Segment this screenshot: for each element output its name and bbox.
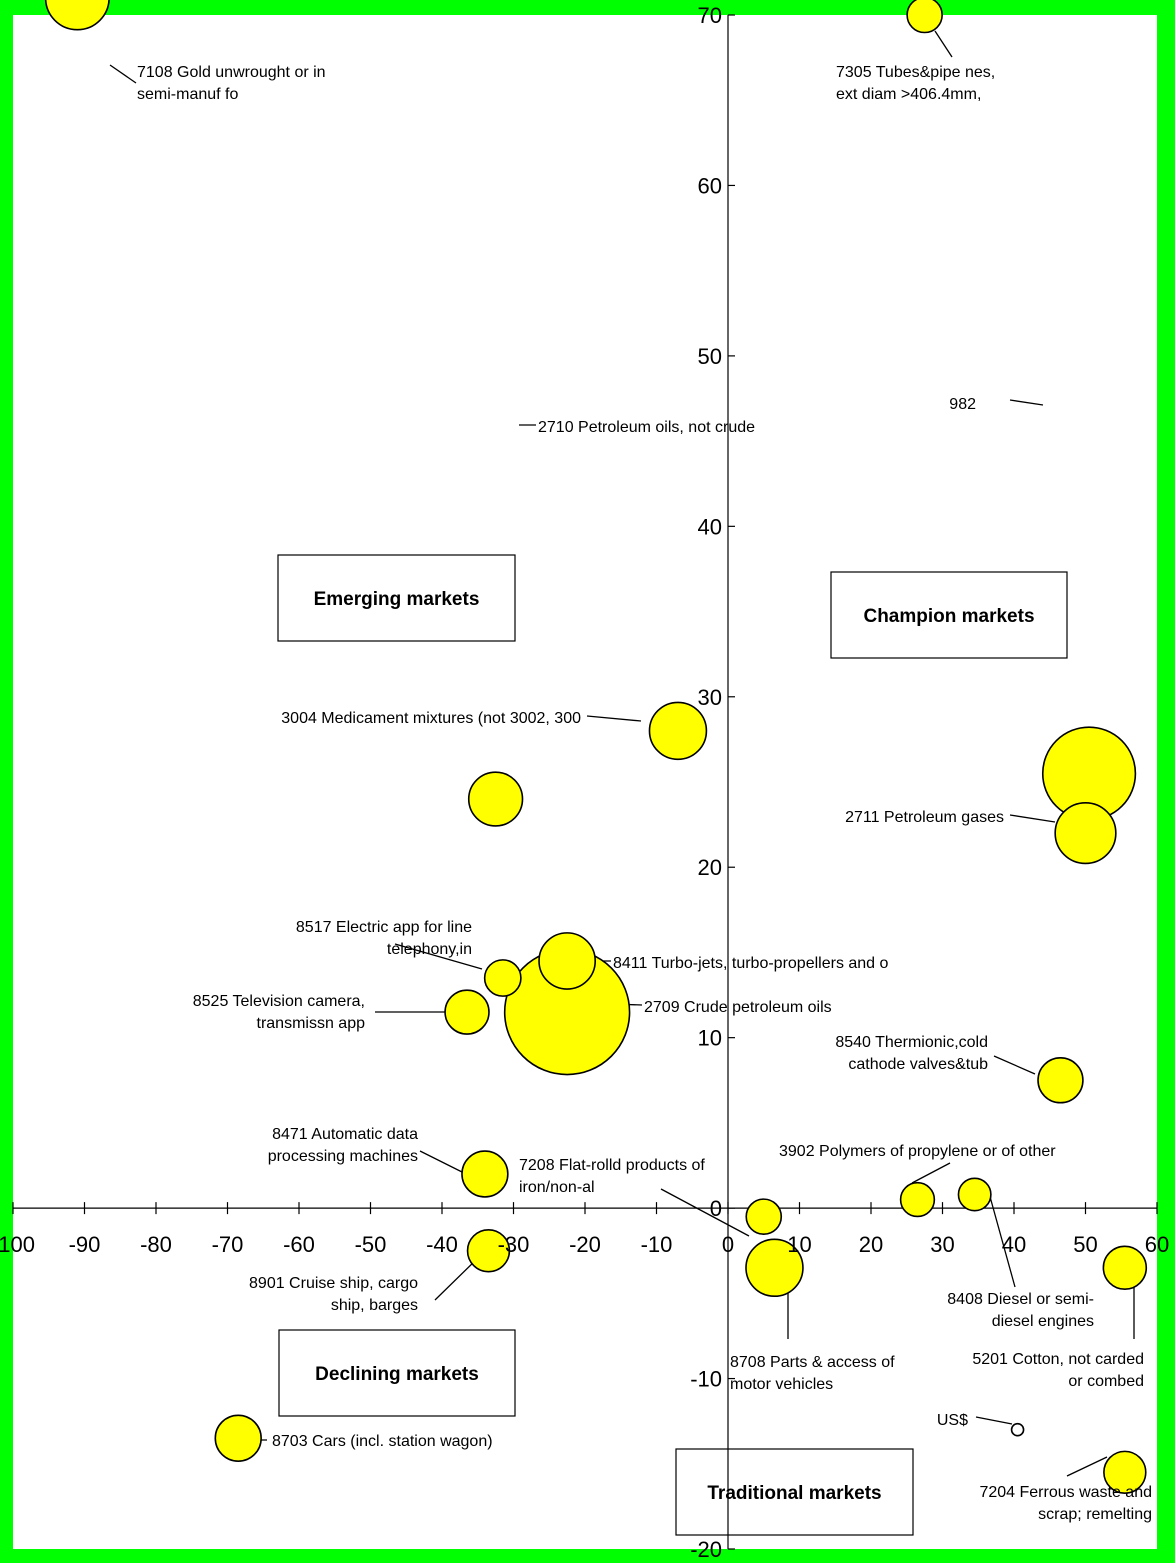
x-tick-label: -20 (569, 1232, 601, 1257)
point-label: US$ (937, 1412, 968, 1429)
point-label: 8517 Electric app for line telephony,in (296, 919, 472, 958)
leader-line (1066, 1456, 1108, 1477)
point-label: 7208 Flat-rolld products of iron/non-al (519, 1157, 705, 1196)
point-label: 2710 Petroleum oils, not crude (538, 419, 755, 436)
point-label: 7305 Tubes&pipe nes, ext diam >406.4mm, (836, 64, 995, 103)
bubble-point (1102, 1245, 1148, 1291)
x-tick-label: -70 (212, 1232, 244, 1257)
bubble-point (899, 1181, 936, 1218)
plot-area (13, 15, 1157, 1549)
quadrant-traditional: Traditional markets (675, 1448, 914, 1536)
x-tick-label: 60 (1145, 1232, 1169, 1257)
bubble-point (1010, 1422, 1025, 1437)
bubble-point (1103, 1450, 1147, 1495)
bubble-point (1054, 802, 1117, 865)
y-tick-label: 20 (698, 855, 722, 880)
y-tick-label: 30 (698, 685, 722, 710)
quadrant-declining-box (278, 1329, 516, 1417)
quadrant-emerging-box (277, 554, 516, 642)
bubble-point (538, 932, 597, 990)
point-label: 5201 Cotton, not carded or combed (972, 1351, 1144, 1390)
y-tick-label: 70 (698, 3, 722, 28)
bubble-point (444, 989, 490, 1035)
x-tick-label: 0 (722, 1232, 734, 1257)
leader-line (1009, 399, 1044, 406)
x-tick-label: 40 (1002, 1232, 1026, 1257)
point-label: 7204 Ferrous waste and scrap; remelting (979, 1484, 1152, 1523)
quadrant-emerging: Emerging markets (277, 554, 516, 642)
leader-line (988, 1192, 1016, 1288)
leader-line (934, 30, 953, 58)
bubble-point (467, 771, 524, 827)
point-label: 8471 Automatic data processing machines (268, 1126, 418, 1165)
x-tick-label: -30 (498, 1232, 530, 1257)
x-tick-label: 10 (787, 1232, 811, 1257)
bubble-point (44, 0, 110, 31)
leader-line (394, 943, 483, 970)
point-label: 8408 Diesel or semi-diesel engines (947, 1291, 1094, 1330)
leader-line (586, 715, 642, 722)
x-tick-label: -60 (283, 1232, 315, 1257)
point-label: 982 (949, 396, 976, 413)
y-tick-label: 10 (698, 1026, 722, 1051)
bubble-point (466, 1228, 511, 1273)
leader-line (1009, 814, 1056, 823)
x-tick-label: -40 (426, 1232, 458, 1257)
leader-line (975, 1416, 1013, 1425)
bubble-point (906, 0, 943, 34)
point-label: 2711 Petroleum gases (845, 809, 1004, 826)
y-tick-label: -20 (690, 1537, 722, 1562)
quadrant-traditional-label: Traditional markets (707, 1483, 881, 1504)
x-tick-label: 50 (1073, 1232, 1097, 1257)
point-label: 2709 Crude petroleum oils (644, 999, 832, 1016)
x-tick-label: 20 (859, 1232, 883, 1257)
bubble-point (1037, 1057, 1084, 1104)
bubble-point (957, 1177, 992, 1212)
leader-line (109, 64, 137, 84)
x-tick-label: -50 (355, 1232, 387, 1257)
bubble-point (214, 1414, 262, 1462)
y-tick-label: 0 (710, 1196, 722, 1221)
y-tick-label: 50 (698, 344, 722, 369)
bubble-point (461, 1150, 509, 1198)
leader-line (911, 1162, 951, 1184)
point-label: 7108 Gold unwrought or in semi-manuf fo (137, 64, 326, 103)
quadrant-traditional-box (675, 1448, 914, 1536)
leader-line (660, 1188, 750, 1237)
y-tick-label: -10 (690, 1367, 722, 1392)
point-label: 8540 Thermionic,cold cathode valves&tub (835, 1034, 988, 1073)
point-label: 8708 Parts & access of motor vehicles (730, 1354, 895, 1393)
x-tick-label: -80 (140, 1232, 172, 1257)
bubble-point (745, 1198, 783, 1235)
leader-line (993, 1055, 1036, 1075)
bubble-point (648, 701, 708, 761)
quadrant-emerging-label: Emerging markets (314, 589, 480, 610)
x-tick-label: -10 (641, 1232, 673, 1257)
leader-line (419, 1150, 465, 1174)
point-label: 3902 Polymers of propylene or of other (779, 1143, 1056, 1160)
point-label: 3004 Medicament mixtures (not 3002, 300 (281, 710, 581, 727)
point-label: 8703 Cars (incl. station wagon) (272, 1433, 493, 1450)
point-label: 8525 Television camera, transmissn app (193, 993, 365, 1032)
quadrant-declining-label: Declining markets (315, 1364, 479, 1385)
bubble-point (745, 1238, 804, 1298)
quadrant-champion-box (830, 571, 1068, 659)
point-label: 8411 Turbo-jets, turbo-propellers and o (613, 955, 889, 972)
point-label: 8901 Cruise ship, cargo ship, barges (249, 1275, 418, 1314)
x-tick-label: 30 (930, 1232, 954, 1257)
y-tick-label: 60 (698, 173, 722, 198)
quadrant-champion-label: Champion markets (863, 606, 1034, 627)
bubble-point (483, 959, 522, 997)
x-tick-label: -100 (0, 1232, 35, 1257)
y-tick-label: 40 (698, 514, 722, 539)
quadrant-champion: Champion markets (830, 571, 1068, 659)
quadrant-declining: Declining markets (278, 1329, 516, 1417)
x-tick-label: -90 (69, 1232, 101, 1257)
